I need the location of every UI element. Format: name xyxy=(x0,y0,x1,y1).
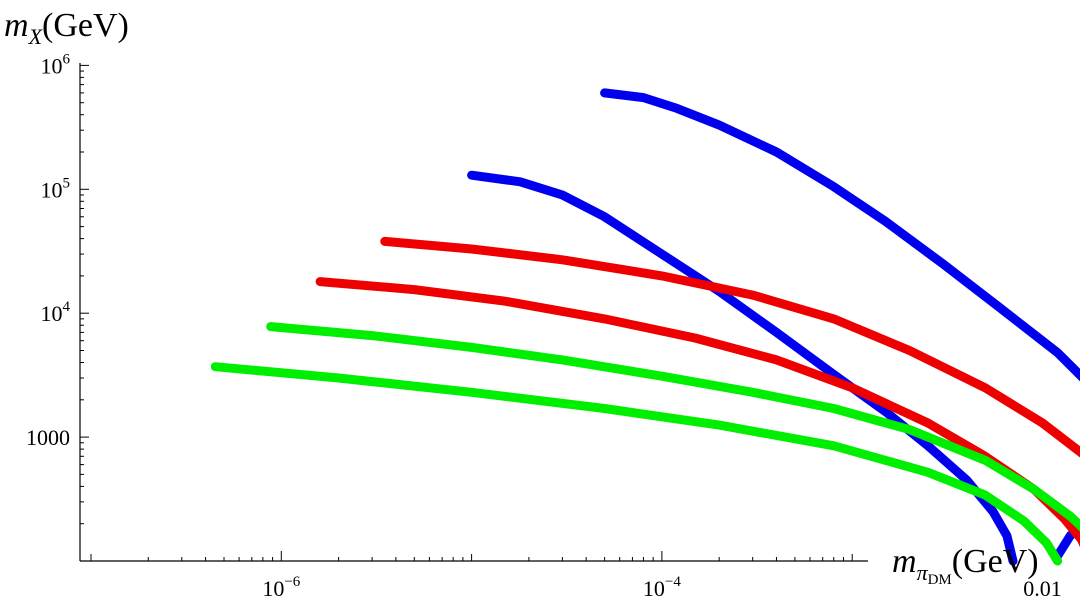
y-tick-label: 104 xyxy=(41,299,71,326)
data-series-group xyxy=(210,88,1080,566)
series-curve-1 xyxy=(600,88,1080,561)
series-curve-6 xyxy=(210,362,1063,566)
y-tick-label: 105 xyxy=(41,175,71,202)
x-tick-label: 0.01 xyxy=(1023,576,1062,601)
series-curve-4 xyxy=(315,277,1080,548)
series-curve-5 xyxy=(266,322,1080,532)
y-tick-label: 1000 xyxy=(26,425,70,450)
tick-labels-group: 10−610−40.0111000104105106 xyxy=(26,51,1062,601)
y-tick-label: 106 xyxy=(41,51,71,78)
series-curve-3 xyxy=(380,236,1080,458)
axis-ticks-group xyxy=(80,64,853,562)
x-tick-label: 10−4 xyxy=(643,574,681,601)
y-axis-label: mX(GeV) xyxy=(4,7,129,49)
x-tick-label: 10−6 xyxy=(262,574,300,601)
x-axis-label: mπDM(GeV) xyxy=(892,543,1039,588)
series-curve-2 xyxy=(467,170,1018,566)
